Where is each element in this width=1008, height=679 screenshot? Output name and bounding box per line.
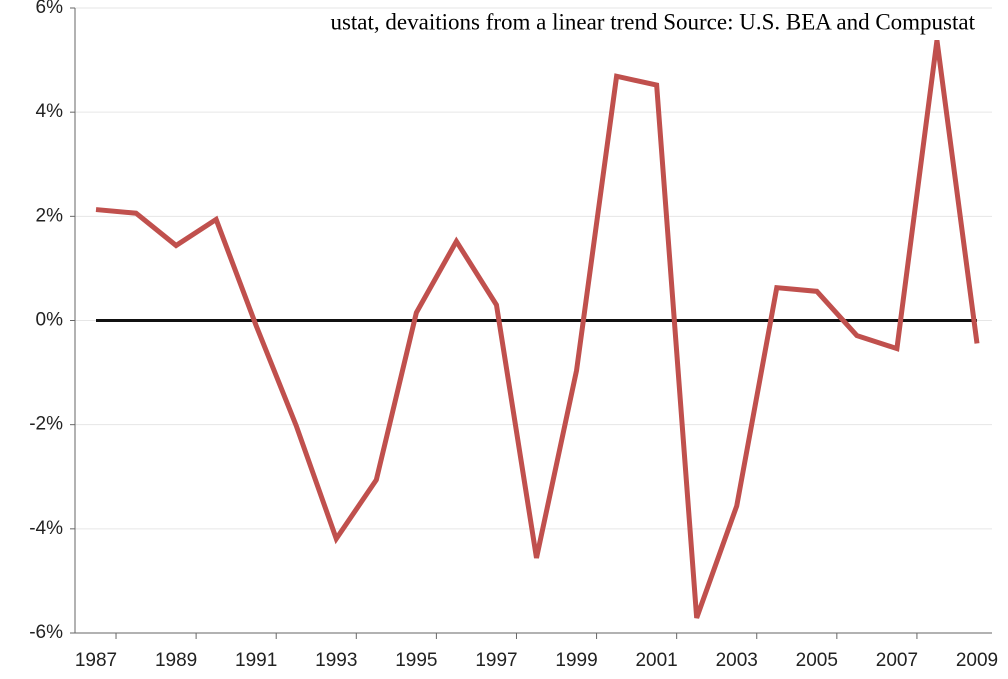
y-tick-label: -2% [29,414,63,435]
x-tick-label: 1993 [315,650,357,671]
x-tick-label: 2005 [796,650,838,671]
x-tick-label: 1999 [555,650,597,671]
x-tick-label: 2007 [876,650,918,671]
chart-title: ustat, devaitions from a linear trend So… [330,9,975,34]
x-tick-label: 2001 [635,650,677,671]
x-tick-label: 2009 [956,650,998,671]
y-tick-label: 2% [36,205,64,226]
data-line [95,39,980,619]
y-tick-label: 0% [36,310,64,331]
y-tick-label: -6% [29,622,63,643]
y-tick-label: -4% [29,518,63,539]
x-tick-label: 2003 [716,650,758,671]
x-tick-label: 1989 [155,650,197,671]
x-tick-label: 1997 [475,650,517,671]
x-tick-label: 1987 [75,650,117,671]
y-tick-label: 4% [36,101,64,122]
x-tick-label: 1995 [395,650,437,671]
x-tick-label: 1991 [235,650,277,671]
y-tick-label: 6% [36,0,64,18]
